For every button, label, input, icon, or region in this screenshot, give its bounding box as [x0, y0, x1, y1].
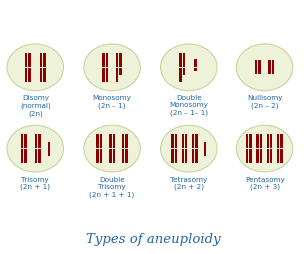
Bar [185, 149, 188, 163]
Bar [266, 134, 269, 148]
Bar [181, 149, 184, 163]
Bar [113, 134, 115, 148]
Bar [126, 134, 128, 148]
Bar [100, 134, 102, 148]
Bar [119, 53, 122, 67]
Bar [106, 68, 108, 82]
Text: Double
Monosomy
(2n – 1– 1): Double Monosomy (2n – 1– 1) [169, 95, 208, 116]
Bar [196, 134, 198, 148]
Bar [192, 134, 194, 148]
Bar [113, 149, 115, 163]
Bar [260, 149, 262, 163]
Text: Pentasomy
(2n + 3): Pentasomy (2n + 3) [245, 177, 285, 190]
Bar [24, 149, 27, 163]
Circle shape [7, 44, 64, 91]
Bar [260, 134, 262, 148]
Text: Types of aneuploidy: Types of aneuploidy [86, 233, 221, 246]
Bar [96, 134, 99, 148]
Circle shape [161, 44, 217, 91]
Bar [277, 149, 279, 163]
Bar [35, 149, 37, 163]
Bar [175, 149, 177, 163]
Bar [35, 134, 37, 148]
Bar [44, 53, 46, 67]
Bar [40, 53, 42, 67]
Text: Disomy
(normal)
(2n): Disomy (normal) (2n) [20, 95, 51, 117]
Text: Nullisomy
(2n – 2): Nullisomy (2n – 2) [247, 95, 282, 109]
Bar [246, 134, 248, 148]
Bar [192, 149, 194, 163]
Circle shape [236, 125, 293, 172]
Bar [48, 142, 50, 155]
Bar [38, 134, 41, 148]
Bar [256, 149, 258, 163]
Bar [25, 68, 27, 82]
Bar [181, 134, 184, 148]
Bar [38, 149, 41, 163]
Text: Tetrasomy
(2n + 2): Tetrasomy (2n + 2) [170, 177, 208, 190]
Bar [249, 134, 252, 148]
Bar [28, 68, 31, 82]
Bar [21, 134, 23, 148]
Bar [109, 134, 111, 148]
Bar [102, 53, 105, 67]
Circle shape [84, 125, 140, 172]
Bar [185, 134, 188, 148]
Bar [204, 142, 206, 155]
Bar [196, 149, 198, 163]
Bar [25, 53, 27, 67]
Bar [194, 68, 197, 71]
Circle shape [84, 44, 140, 91]
Bar [119, 68, 122, 75]
Text: Monosomy
(2n – 1): Monosomy (2n – 1) [93, 95, 131, 109]
Bar [179, 53, 181, 67]
Bar [183, 68, 185, 75]
Bar [258, 60, 261, 74]
Circle shape [161, 125, 217, 172]
Bar [116, 53, 118, 67]
Bar [270, 134, 273, 148]
Bar [194, 59, 197, 67]
Bar [281, 134, 283, 148]
Bar [122, 134, 124, 148]
Bar [281, 149, 283, 163]
Bar [183, 53, 185, 67]
Bar [268, 60, 271, 74]
Bar [122, 149, 124, 163]
Bar [270, 149, 273, 163]
Circle shape [236, 44, 293, 91]
Bar [277, 134, 279, 148]
Bar [44, 68, 46, 82]
Text: Trisomy
(2n + 1): Trisomy (2n + 1) [20, 177, 50, 190]
Bar [96, 149, 99, 163]
Bar [40, 68, 42, 82]
Bar [106, 53, 108, 67]
Bar [24, 134, 27, 148]
Bar [266, 149, 269, 163]
Bar [171, 134, 173, 148]
Circle shape [7, 125, 64, 172]
Bar [175, 134, 177, 148]
Bar [102, 68, 105, 82]
Bar [109, 149, 111, 163]
Bar [272, 60, 274, 74]
Bar [116, 68, 118, 82]
Bar [249, 149, 252, 163]
Text: Double
Trisomy
(2n + 1 + 1): Double Trisomy (2n + 1 + 1) [89, 177, 135, 198]
Bar [246, 149, 248, 163]
Bar [255, 60, 257, 74]
Bar [21, 149, 23, 163]
Bar [100, 149, 102, 163]
Bar [28, 53, 31, 67]
Bar [126, 149, 128, 163]
Bar [256, 134, 258, 148]
Bar [171, 149, 173, 163]
Bar [179, 68, 181, 82]
